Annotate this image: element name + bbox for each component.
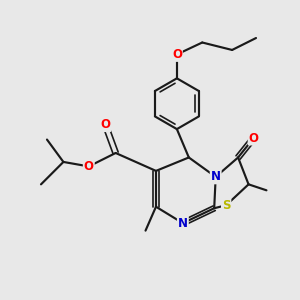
Text: S: S xyxy=(222,199,230,212)
Text: O: O xyxy=(100,118,110,131)
Text: N: N xyxy=(211,170,221,183)
Text: O: O xyxy=(84,160,94,173)
Text: O: O xyxy=(249,132,259,145)
Text: N: N xyxy=(178,217,188,230)
Text: O: O xyxy=(172,48,182,61)
